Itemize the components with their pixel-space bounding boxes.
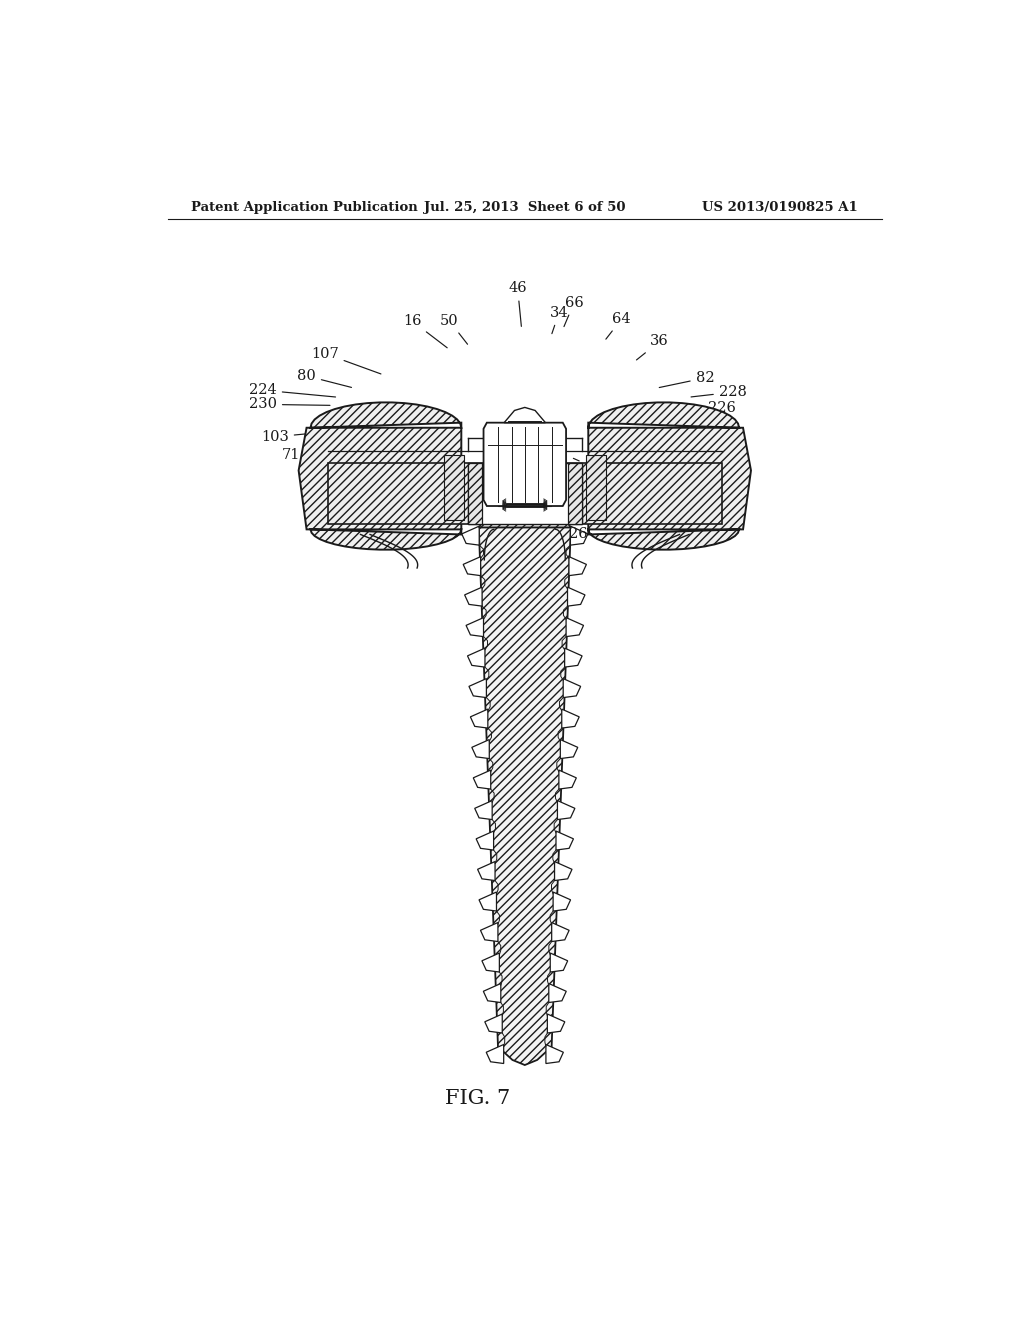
Polygon shape bbox=[570, 527, 588, 545]
Polygon shape bbox=[465, 587, 482, 606]
Polygon shape bbox=[468, 648, 485, 667]
Text: 50: 50 bbox=[440, 314, 468, 345]
Polygon shape bbox=[563, 678, 581, 697]
Polygon shape bbox=[479, 528, 570, 1065]
Text: 78: 78 bbox=[573, 458, 603, 474]
Text: 66: 66 bbox=[564, 296, 584, 326]
Polygon shape bbox=[477, 862, 495, 880]
Polygon shape bbox=[556, 832, 573, 850]
Polygon shape bbox=[480, 923, 498, 941]
Text: 71: 71 bbox=[282, 446, 341, 462]
Text: 228: 228 bbox=[691, 385, 746, 399]
Text: 64: 64 bbox=[606, 312, 631, 339]
Polygon shape bbox=[504, 408, 546, 422]
Polygon shape bbox=[586, 455, 606, 520]
Polygon shape bbox=[468, 463, 582, 524]
Text: 226: 226 bbox=[686, 401, 735, 416]
Polygon shape bbox=[484, 1014, 502, 1034]
Polygon shape bbox=[483, 983, 501, 1002]
Polygon shape bbox=[470, 709, 487, 729]
Polygon shape bbox=[443, 455, 464, 520]
Polygon shape bbox=[483, 422, 566, 506]
Polygon shape bbox=[482, 953, 500, 972]
Polygon shape bbox=[552, 923, 569, 941]
Text: 224: 224 bbox=[249, 383, 336, 397]
Text: 103: 103 bbox=[261, 430, 346, 444]
Text: 107: 107 bbox=[311, 347, 381, 374]
Polygon shape bbox=[567, 587, 585, 606]
Polygon shape bbox=[546, 1044, 563, 1064]
Polygon shape bbox=[463, 557, 480, 576]
Polygon shape bbox=[562, 709, 580, 729]
Text: 82: 82 bbox=[659, 371, 715, 388]
Polygon shape bbox=[479, 504, 570, 528]
Text: 36: 36 bbox=[637, 334, 669, 360]
Text: 26: 26 bbox=[561, 524, 588, 541]
Text: 16: 16 bbox=[402, 314, 447, 347]
Polygon shape bbox=[557, 800, 574, 820]
Polygon shape bbox=[472, 739, 489, 759]
Polygon shape bbox=[506, 504, 544, 506]
Polygon shape bbox=[564, 648, 582, 667]
Polygon shape bbox=[559, 770, 577, 789]
Text: 80: 80 bbox=[297, 368, 351, 387]
Polygon shape bbox=[555, 862, 572, 880]
Text: FIG. 7: FIG. 7 bbox=[444, 1089, 510, 1107]
Polygon shape bbox=[486, 1044, 504, 1064]
Text: 76: 76 bbox=[385, 458, 455, 478]
Polygon shape bbox=[469, 678, 486, 697]
Polygon shape bbox=[479, 892, 497, 911]
Polygon shape bbox=[569, 557, 587, 576]
Text: 52: 52 bbox=[373, 441, 431, 457]
Polygon shape bbox=[462, 527, 479, 545]
Text: US 2013/0190825 A1: US 2013/0190825 A1 bbox=[702, 201, 858, 214]
Polygon shape bbox=[473, 770, 490, 789]
Polygon shape bbox=[475, 800, 493, 820]
Polygon shape bbox=[498, 504, 552, 506]
Polygon shape bbox=[588, 403, 751, 549]
Text: 46: 46 bbox=[508, 281, 527, 326]
Text: 34: 34 bbox=[550, 306, 568, 334]
Text: 230: 230 bbox=[249, 397, 330, 412]
Polygon shape bbox=[550, 953, 567, 972]
Polygon shape bbox=[553, 892, 570, 911]
Text: 74: 74 bbox=[574, 469, 614, 488]
Polygon shape bbox=[328, 463, 722, 524]
Text: Jul. 25, 2013  Sheet 6 of 50: Jul. 25, 2013 Sheet 6 of 50 bbox=[424, 201, 626, 214]
Polygon shape bbox=[466, 618, 483, 636]
Polygon shape bbox=[299, 403, 462, 549]
Polygon shape bbox=[476, 832, 494, 850]
Polygon shape bbox=[567, 463, 582, 524]
Polygon shape bbox=[560, 739, 578, 759]
Polygon shape bbox=[468, 463, 482, 524]
Polygon shape bbox=[566, 618, 584, 636]
Polygon shape bbox=[548, 1014, 565, 1034]
Polygon shape bbox=[549, 983, 566, 1002]
Text: Patent Application Publication: Patent Application Publication bbox=[191, 201, 418, 214]
